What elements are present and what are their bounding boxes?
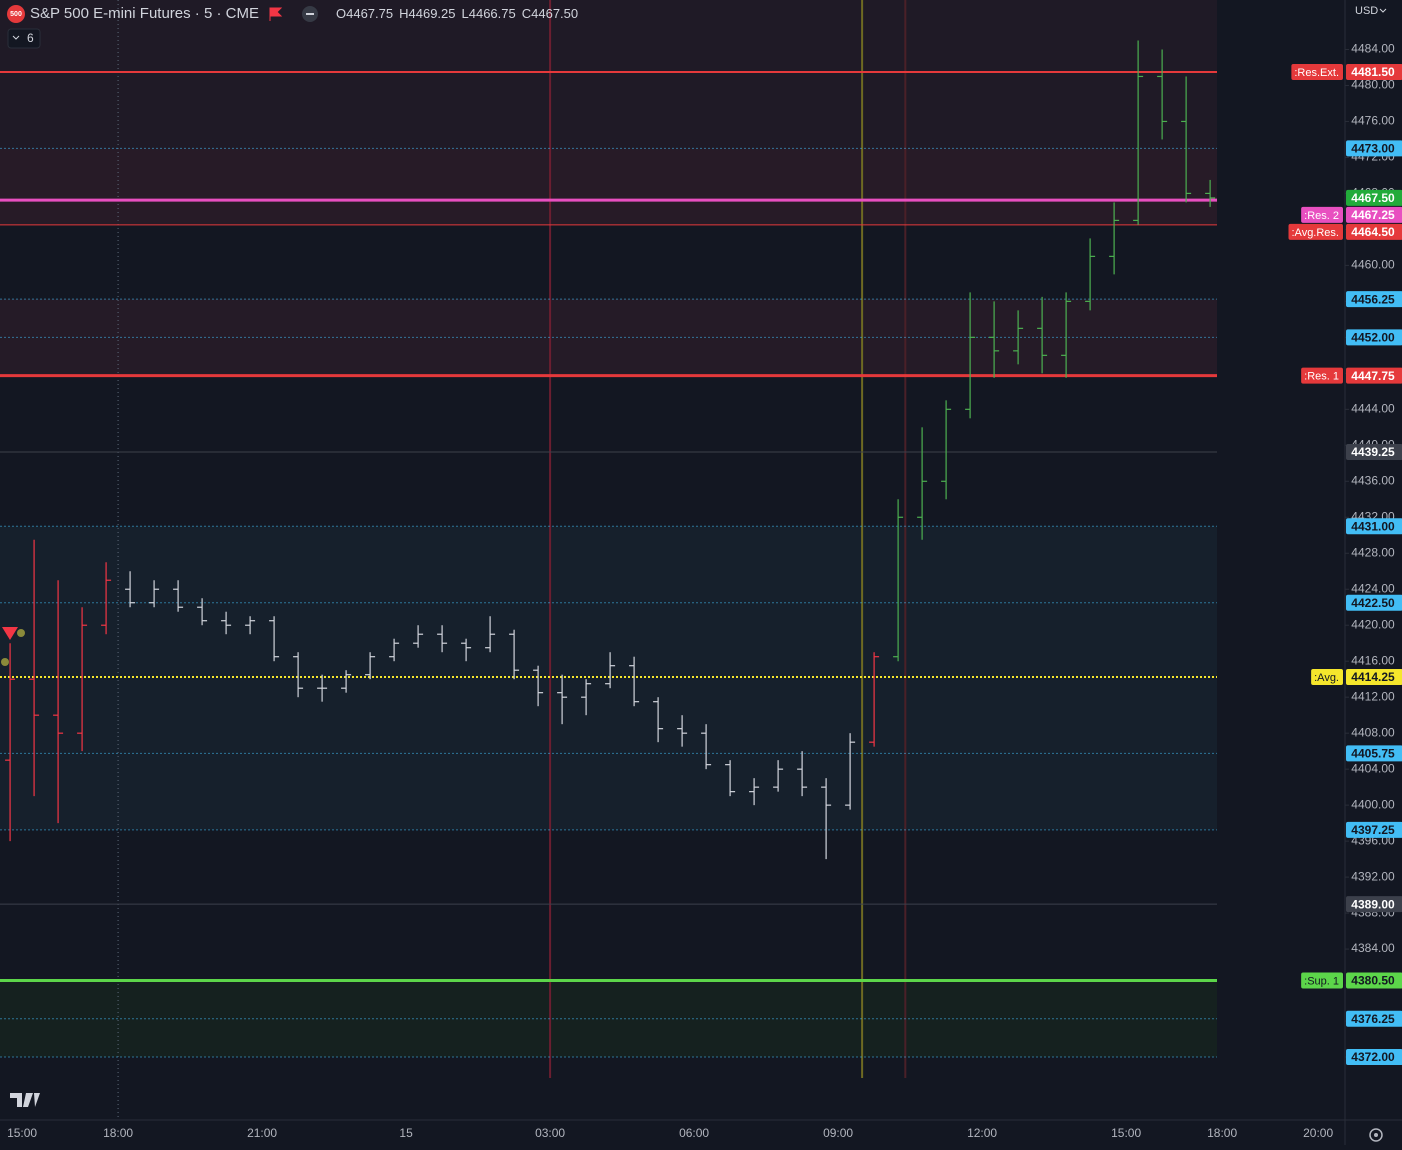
price-badge-label: 4464.50 (1351, 225, 1395, 239)
indicators-count: 6 (27, 31, 34, 45)
price-badge-label: 4422.50 (1351, 596, 1395, 610)
settings-icon (1374, 1133, 1378, 1137)
x-tick-label: 06:00 (679, 1126, 709, 1140)
level-tag: :Avg.Res. (1292, 227, 1340, 239)
price-badge-label: 4439.25 (1351, 445, 1395, 459)
price-badge-label: 4414.25 (1351, 670, 1395, 684)
level-tag: :Sup. 1 (1304, 975, 1339, 987)
y-tick-label: 4484.00 (1351, 42, 1395, 56)
price-badge-label: 4452.00 (1351, 331, 1395, 345)
price-badge-label: 4405.75 (1351, 747, 1395, 761)
level-tag: :Avg. (1314, 672, 1339, 684)
ohlc-value: H4469.25 (399, 6, 455, 21)
price-badge-label: 4376.25 (1351, 1012, 1395, 1026)
x-tick-label: 18:00 (103, 1126, 133, 1140)
price-badge-label: 4447.75 (1351, 369, 1395, 383)
price-badge-label: 4467.25 (1351, 208, 1395, 222)
y-tick-label: 4384.00 (1351, 941, 1395, 955)
currency-selector[interactable]: USD (1355, 5, 1378, 17)
x-tick-label: 12:00 (967, 1126, 997, 1140)
price-badge-label: 4372.00 (1351, 1050, 1395, 1064)
ohlc-value: L4466.75 (462, 6, 516, 21)
y-tick-label: 4412.00 (1351, 689, 1395, 703)
level-tag: :Res.Ext. (1294, 67, 1339, 79)
symbol-icon-text: 500 (10, 11, 22, 18)
y-tick-label: 4404.00 (1351, 761, 1395, 775)
y-tick-label: 4400.00 (1351, 797, 1395, 811)
price-badge-label: 4481.50 (1351, 65, 1395, 79)
y-tick-label: 4460.00 (1351, 258, 1395, 272)
level-tag: :Res. 2 (1304, 210, 1339, 222)
y-tick-label: 4408.00 (1351, 725, 1395, 739)
zone (0, 0, 1217, 148)
symbol-title[interactable]: S&P 500 E-mini Futures · 5 · CME (30, 5, 259, 22)
y-tick-label: 4392.00 (1351, 869, 1395, 883)
level-tag: :Res. 1 (1304, 370, 1339, 382)
y-tick-label: 4416.00 (1351, 653, 1395, 667)
signal-dot (1, 658, 9, 666)
x-tick-label: 15:00 (7, 1126, 37, 1140)
price-badge-label: 4389.00 (1351, 897, 1395, 911)
signal-dot (17, 629, 25, 637)
price-badge-label: 4431.00 (1351, 519, 1395, 533)
y-tick-label: 4424.00 (1351, 581, 1395, 595)
zone (0, 526, 1217, 830)
x-tick-label: 03:00 (535, 1126, 565, 1140)
y-tick-label: 4444.00 (1351, 401, 1395, 415)
price-badge-label: 4380.50 (1351, 974, 1395, 988)
x-tick-label: 09:00 (823, 1126, 853, 1140)
price-badge-label: 4467.50 (1351, 191, 1395, 205)
indicators-toggle[interactable] (8, 29, 40, 48)
x-tick-label: 20:00 (1303, 1126, 1333, 1140)
y-tick-label: 4436.00 (1351, 473, 1395, 487)
x-tick-label: 15:00 (1111, 1126, 1141, 1140)
ohlc-value: O4467.75 (336, 6, 393, 21)
y-tick-label: 4476.00 (1351, 114, 1395, 128)
x-tick-label: 18:00 (1207, 1126, 1237, 1140)
price-badge-label: 4473.00 (1351, 142, 1395, 156)
y-tick-label: 4428.00 (1351, 545, 1395, 559)
price-badge-label: 4456.25 (1351, 292, 1395, 306)
zone (0, 148, 1217, 224)
price-badge-label: 4397.25 (1351, 823, 1395, 837)
ohlc-value: C4467.50 (522, 6, 578, 21)
y-tick-label: 4420.00 (1351, 617, 1395, 631)
x-tick-label: 15 (399, 1126, 413, 1140)
x-tick-label: 21:00 (247, 1126, 277, 1140)
